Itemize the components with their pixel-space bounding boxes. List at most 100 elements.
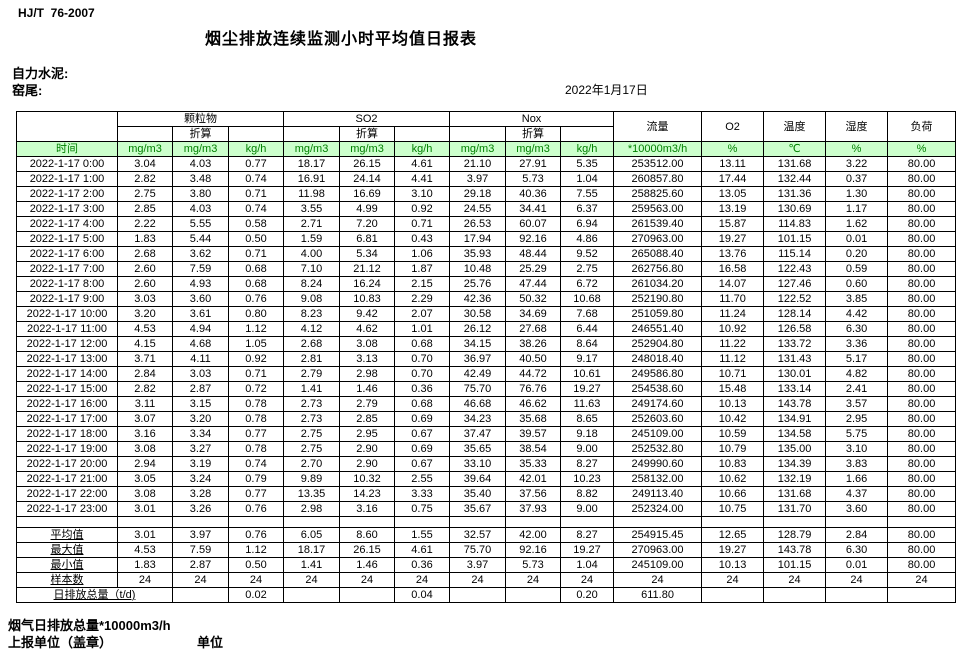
summary-value-cell: 24	[172, 572, 229, 588]
value-cell: 38.26	[505, 336, 562, 352]
value-cell: 249113.40	[613, 486, 703, 502]
value-cell: 27.91	[505, 156, 562, 172]
value-cell: 132.19	[763, 471, 827, 487]
value-cell: 0.69	[394, 411, 451, 427]
value-cell: 0.59	[825, 261, 889, 277]
daily-total-value-cell	[283, 587, 341, 603]
summary-value-cell: 6.30	[825, 542, 889, 558]
value-cell: 3.20	[117, 306, 173, 322]
value-cell: 0.72	[227, 381, 285, 397]
value-cell: 3.05	[117, 471, 173, 487]
value-cell: 0.80	[227, 306, 285, 322]
value-cell: 9.17	[560, 351, 615, 367]
value-cell: 3.08	[339, 336, 396, 352]
value-cell: 11.12	[701, 351, 765, 367]
value-cell: 35.67	[449, 501, 507, 517]
summary-value-cell: 254915.45	[613, 527, 703, 543]
value-cell: 2.98	[339, 366, 396, 382]
value-cell: 3.08	[117, 486, 173, 502]
value-cell: 0.74	[227, 171, 285, 187]
value-cell: 34.41	[505, 201, 562, 217]
value-cell: 10.59	[701, 426, 765, 442]
value-cell: 19.27	[560, 381, 615, 397]
summary-row: 平均值 3.01 3.97 0.76 6.05 8.60 1.55 32.57 42.00 8.2…	[16, 527, 957, 543]
value-cell: 3.85	[825, 291, 889, 307]
value-cell: 17.44	[701, 171, 765, 187]
value-cell: 18.17	[283, 156, 341, 172]
value-cell: 39.64	[449, 471, 507, 487]
value-cell: 252324.00	[613, 501, 703, 517]
value-cell: 254538.60	[613, 381, 703, 397]
table-row: 2022-1-17 1:00 2.82 3.48 0.74 16.91 24.14 4.41…	[16, 171, 957, 187]
group-nox: Nox	[449, 111, 615, 127]
value-cell: 36.97	[449, 351, 507, 367]
value-cell: 10.75	[701, 501, 765, 517]
summary-value-cell: 6.05	[283, 527, 341, 543]
value-cell: 29.18	[449, 186, 507, 202]
value-cell: 131.68	[763, 486, 827, 502]
value-cell: 3.80	[172, 186, 229, 202]
summary-value-cell: 4.61	[394, 542, 451, 558]
value-cell: 80.00	[887, 486, 957, 502]
time-cell: 2022-1-17 21:00	[16, 471, 118, 487]
value-cell: 0.78	[227, 441, 285, 457]
unit-header-cell: kg/h	[560, 141, 615, 157]
summary-value-cell: 5.73	[505, 557, 562, 573]
summary-value-cell: 10.13	[701, 557, 765, 573]
value-cell: 0.77	[227, 156, 285, 172]
value-cell: 16.58	[701, 261, 765, 277]
flue-gas-total-label: 烟气日排放总量*10000m3/h	[8, 618, 171, 633]
summary-value-cell: 128.79	[763, 527, 827, 543]
table-row: 2022-1-17 16:00 3.11 3.15 0.78 2.73 2.79 0.68 4…	[16, 396, 957, 412]
value-cell: 0.20	[825, 246, 889, 262]
value-cell: 270963.00	[613, 231, 703, 247]
table-row: 2022-1-17 13:00 3.71 4.11 0.92 2.81 3.13 0.70 3…	[16, 351, 957, 367]
value-cell: 5.73	[505, 171, 562, 187]
value-cell: 4.94	[172, 321, 229, 337]
value-cell: 132.44	[763, 171, 827, 187]
time-header-blank	[16, 111, 118, 142]
value-cell: 13.19	[701, 201, 765, 217]
value-cell: 2.85	[117, 201, 173, 217]
value-cell: 11.24	[701, 306, 765, 322]
value-cell: 10.68	[560, 291, 615, 307]
time-cell: 2022-1-17 7:00	[16, 261, 118, 277]
value-cell: 80.00	[887, 426, 957, 442]
time-cell: 2022-1-17 10:00	[16, 306, 118, 322]
value-cell: 2.29	[394, 291, 451, 307]
value-cell: 10.83	[339, 291, 396, 307]
value-cell: 1.59	[283, 231, 341, 247]
value-cell: 80.00	[887, 321, 957, 337]
value-cell: 11.63	[560, 396, 615, 412]
unit-header-cell: mg/m3	[172, 141, 229, 157]
time-cell: 2022-1-17 12:00	[16, 336, 118, 352]
value-cell: 13.05	[701, 186, 765, 202]
value-cell: 26.53	[449, 216, 507, 232]
value-cell: 2.87	[172, 381, 229, 397]
value-cell: 80.00	[887, 306, 957, 322]
summary-label: 平均值	[16, 527, 118, 543]
value-cell: 7.59	[172, 261, 229, 277]
daily-total-value-cell	[505, 587, 562, 603]
summary-value-cell: 3.97	[172, 527, 229, 543]
value-cell: 3.10	[394, 186, 451, 202]
value-cell: 34.15	[449, 336, 507, 352]
value-cell: 4.53	[117, 321, 173, 337]
unit-header-cell: kg/h	[394, 141, 451, 157]
value-cell: 5.75	[825, 426, 889, 442]
table-row: 2022-1-17 12:00 4.15 4.68 1.05 2.68 3.08 0.68 3…	[16, 336, 957, 352]
summary-value-cell: 0.50	[227, 557, 285, 573]
daily-total-value-cell	[701, 587, 765, 603]
group-so2: SO2	[283, 111, 451, 127]
value-cell: 101.15	[763, 231, 827, 247]
summary-value-cell: 80.00	[887, 557, 957, 573]
table-row: 2022-1-17 14:00 2.84 3.03 0.71 2.79 2.98 0.70 4…	[16, 366, 957, 382]
daily-total-value-cell: 611.80	[613, 587, 703, 603]
value-cell: 17.94	[449, 231, 507, 247]
value-cell: 3.04	[117, 156, 173, 172]
value-cell: 3.19	[172, 456, 229, 472]
value-cell: 11.98	[283, 186, 341, 202]
value-cell: 2.22	[117, 216, 173, 232]
sub-converted-pm: 折算	[172, 126, 229, 142]
value-cell: 3.22	[825, 156, 889, 172]
